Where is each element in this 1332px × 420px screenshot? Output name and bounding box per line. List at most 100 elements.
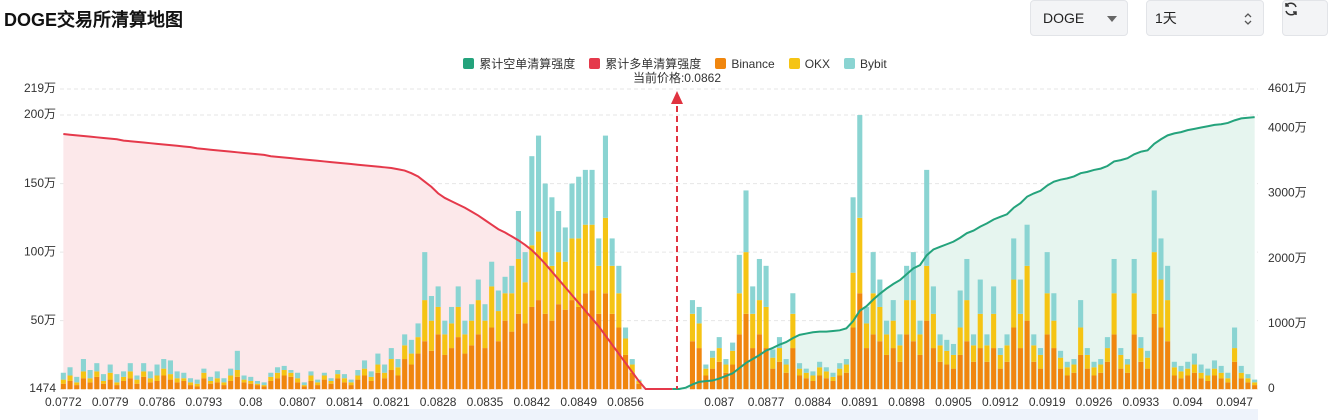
bar-segment (428, 350, 434, 390)
bar-segment (850, 197, 856, 273)
bar-segment (1185, 361, 1191, 369)
x-tick-label: 0.0814 (326, 395, 363, 409)
area (63, 134, 673, 389)
bar-segment (134, 375, 140, 380)
legend-swatch (589, 58, 601, 69)
bar-segment (448, 306, 455, 324)
bar-segment (1218, 378, 1224, 390)
bar-segment (910, 341, 916, 390)
y2-tick-label: 4601万 (1268, 81, 1307, 95)
bar-segment (502, 293, 508, 321)
bar-segment (74, 382, 80, 386)
bar-segment (328, 378, 334, 381)
x-tick-label: 0.0828 (420, 395, 457, 409)
bar-segment (100, 374, 107, 381)
bar-segment (114, 374, 120, 383)
bar-segment (194, 383, 200, 387)
bar-segment (1051, 320, 1057, 349)
bar-segment (234, 350, 240, 371)
bar-segment (529, 156, 535, 246)
x-tick-label: 0.0835 (467, 395, 504, 409)
x-tick-label: 0.0842 (513, 395, 550, 409)
y2-tick-label: 2000万 (1268, 251, 1307, 265)
bar-segment (455, 337, 461, 390)
bar-segment (556, 304, 562, 390)
bar-segment (80, 371, 86, 379)
bar-segment (1178, 365, 1184, 372)
legend-item[interactable]: 累计多单清算强度 (589, 55, 701, 72)
bar-segment (141, 363, 147, 372)
period-select[interactable]: 1天 (1146, 0, 1264, 36)
bar-segment (917, 320, 923, 335)
bar-segment (556, 210, 562, 253)
x-tick-label: 0.0912 (982, 395, 1019, 409)
bar-segment (1158, 238, 1164, 280)
legend-swatch (715, 58, 727, 69)
bar-segment (991, 286, 997, 314)
y2-tick-label: 4000万 (1268, 120, 1307, 134)
bar-segment (797, 375, 803, 390)
bar-segment (1211, 375, 1218, 390)
x-tick-label: 0.094 (1173, 395, 1203, 409)
bar-segment (388, 370, 394, 390)
bar-segment (315, 385, 321, 390)
line (63, 133, 673, 390)
bar-segment (602, 293, 609, 390)
bar-segment (234, 376, 240, 390)
legend-item[interactable]: 累计空单清算强度 (463, 55, 575, 72)
x-tick-label: 0.0877 (748, 395, 785, 409)
bar-segment (254, 385, 260, 390)
bar-segment (743, 190, 749, 253)
bar-segment (750, 348, 756, 390)
bar-segment (315, 379, 321, 383)
bar-segment (790, 293, 796, 314)
legend-item[interactable]: Binance (715, 55, 775, 72)
bar-segment (1051, 293, 1057, 321)
bar-segment (208, 380, 214, 384)
bar-segment (1165, 300, 1171, 342)
bar-segment (576, 176, 582, 239)
bar-segment (134, 383, 140, 390)
legend-item[interactable]: Bybit (844, 55, 887, 72)
bar-segment (1185, 375, 1191, 390)
bar-segment (636, 379, 642, 381)
bar-segment (248, 380, 254, 384)
bar-segment (60, 372, 66, 380)
period-value: 1天 (1155, 10, 1177, 26)
bar-segment (281, 370, 287, 376)
bar-segment (495, 341, 501, 390)
y2-tick-label: 3000万 (1268, 186, 1307, 200)
bar-segment (776, 361, 783, 390)
bar-segment (268, 376, 274, 381)
x-tick-label: 0.087 (704, 395, 734, 409)
bar-segment (950, 354, 957, 369)
bar-segment (776, 348, 783, 362)
bar-segment (154, 380, 160, 390)
symbol-select[interactable]: DOGE (1030, 0, 1128, 36)
bar-segment (1198, 372, 1204, 379)
bar-segment (1191, 372, 1197, 390)
refresh-button[interactable] (1282, 0, 1328, 36)
legend-item[interactable]: OKX (788, 55, 830, 72)
bar-segment (1091, 367, 1097, 376)
bar-segment (569, 238, 575, 301)
bar-segment (1031, 334, 1037, 346)
bar-segment (924, 265, 930, 321)
bar-segment (837, 363, 843, 369)
bar-segment (174, 382, 180, 390)
bar-segment (1044, 252, 1050, 294)
bar-segment (984, 345, 990, 362)
bar-segment (1198, 378, 1204, 390)
bar-segment (355, 379, 361, 390)
bar-segment (1225, 378, 1231, 383)
bar-segment (328, 380, 334, 384)
bar-segment (1004, 334, 1010, 346)
bar-segment (415, 353, 421, 390)
bar-segment (100, 383, 107, 390)
bar-segment (776, 337, 783, 349)
bar-segment (709, 350, 716, 358)
x-tick-label: 0.0807 (279, 395, 316, 409)
bar-segment (957, 290, 963, 328)
bar-segment (1145, 357, 1151, 369)
bar-segment (1198, 364, 1204, 373)
